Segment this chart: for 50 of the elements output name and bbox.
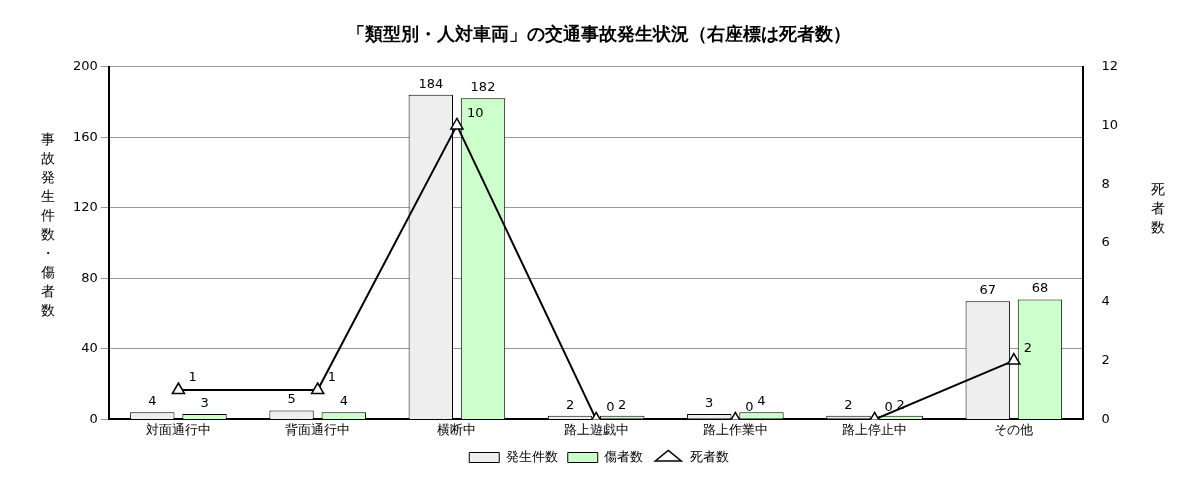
- data-label: 3: [705, 394, 714, 410]
- y-tick-label: 40: [81, 340, 98, 356]
- y-tick-label: 80: [81, 269, 98, 285]
- y-tick-label: 0: [89, 410, 98, 426]
- y2-tick-label: 10: [1101, 116, 1118, 132]
- data-label: 1: [327, 369, 336, 385]
- text: 事故発生件数・傷者数: [41, 131, 55, 318]
- data-label: 1: [188, 369, 197, 385]
- data-label: 68: [1031, 280, 1049, 296]
- data-label: 0: [745, 398, 754, 414]
- y2-tick-label: 2: [1101, 351, 1110, 367]
- legend-label: 死者数: [689, 448, 729, 464]
- y-tick-label: 200: [72, 57, 98, 73]
- y2-tick-label: 8: [1101, 175, 1110, 191]
- legend-label: 傷者数: [603, 448, 644, 464]
- y-tick-label: 160: [72, 128, 98, 144]
- legend-label: 発生件数: [505, 448, 558, 464]
- data-label: 2: [618, 396, 627, 412]
- data-label: 4: [339, 393, 348, 409]
- point: [171, 382, 186, 395]
- chart-title: 「類型別・人対車両」の交通事故発生状況（右座標は死者数）: [347, 23, 851, 45]
- data-label: 3: [200, 394, 209, 410]
- data-label: 2: [844, 396, 853, 412]
- x-tick-label: 対面通行中: [145, 421, 211, 437]
- x-tick-label: 路上停止中: [842, 421, 908, 437]
- data-label: 2: [1023, 339, 1033, 355]
- y2-axis-title: 死者数: [1150, 180, 1166, 237]
- data-label: 4: [757, 393, 766, 409]
- x-tick-label: その他: [994, 421, 1034, 437]
- y2-tick-label: 6: [1101, 234, 1110, 250]
- x-tick-label: 路上遊戯中: [563, 421, 629, 437]
- data-label: 184: [418, 75, 444, 91]
- data-label: 2: [565, 396, 575, 412]
- data-label: 5: [287, 391, 296, 407]
- x-tick-label: 横断中: [437, 421, 477, 437]
- y2-tick-label: 4: [1101, 293, 1110, 309]
- data-label: 67: [979, 282, 997, 298]
- data-label: 182: [470, 79, 496, 95]
- data-label: 0: [884, 398, 893, 414]
- point: [310, 382, 325, 395]
- data-label: 10: [466, 104, 484, 120]
- data-label: 0: [606, 398, 615, 414]
- x-tick-label: 路上作業中: [702, 421, 768, 437]
- y-tick-label: 120: [72, 199, 98, 215]
- y2-tick-label: 12: [1101, 57, 1118, 73]
- y2-tick-label: 0: [1101, 410, 1110, 426]
- x-tick-label: 背面通行中: [285, 421, 351, 437]
- point: [1007, 352, 1021, 365]
- point: [450, 117, 464, 130]
- data-label: 4: [148, 393, 157, 409]
